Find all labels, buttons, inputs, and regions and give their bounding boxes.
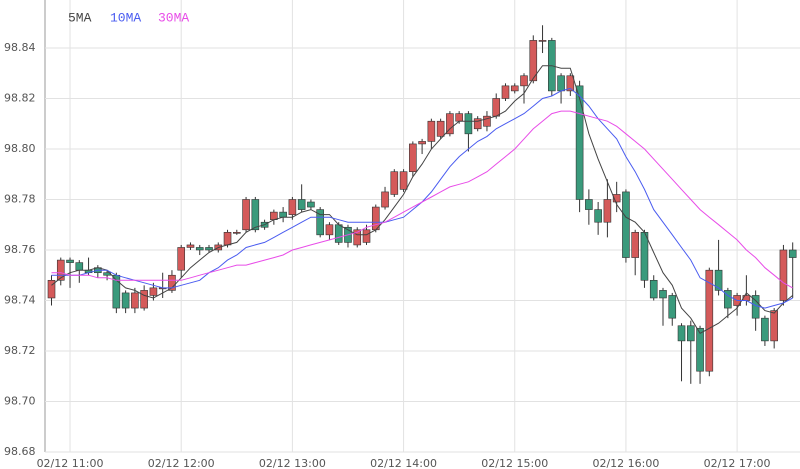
candle-body [131,292,139,309]
candle-body [390,171,399,195]
candle-body [75,262,84,271]
y-tick-label: 98.84 [4,41,36,54]
candle-body [557,75,565,92]
x-tick-label: 02/12 17:00 [704,457,771,469]
candle-body [427,120,436,142]
y-tick-label: 98.68 [4,445,36,458]
x-tick-label: 02/12 11:00 [37,457,104,469]
y-tick-label: 98.78 [4,192,36,205]
legend-entry: 5MA [68,10,92,25]
ma-line [51,65,794,334]
candle-body [483,115,491,127]
candle-body [585,199,593,210]
candle-body [649,279,658,299]
candle-body [223,232,232,246]
x-tick-label: 02/12 13:00 [259,457,326,469]
ma-line [51,110,793,289]
legend-entry: 30MA [158,10,189,25]
candle-body [538,40,547,42]
candle-body [56,259,65,281]
candle-body [168,274,176,291]
candle-body [362,229,371,243]
candle-body [761,317,769,342]
candle-body [195,247,204,251]
candle-body [297,199,306,210]
candle-body [714,269,723,291]
candle-body [770,310,778,342]
candle-body [66,259,74,263]
candle-body [409,143,417,173]
candle-body [177,247,186,271]
candle-body [436,120,445,137]
candle-body [659,290,667,299]
x-tick-label: 02/12 15:00 [481,457,548,469]
grid [45,0,800,453]
candle-body [724,290,732,309]
candle-body [242,199,250,231]
candle-body [631,232,639,258]
candle-body [686,325,695,342]
y-tick-label: 98.74 [4,293,36,306]
x-tick-label: 02/12 12:00 [148,457,215,469]
candle-body [121,292,130,309]
candle-body [473,118,482,130]
candle-body [788,249,797,258]
candle-body [705,269,714,372]
candle-body [668,295,677,319]
candle-body [251,199,260,231]
candle-body [696,327,704,372]
candle-body [353,229,362,246]
candle-body [233,232,241,234]
legend-entry: 10MA [110,10,141,25]
candle-body [492,98,501,117]
candle-body [603,199,612,223]
candle-body [418,141,426,145]
candle-body [455,113,463,122]
candle-body [446,113,454,135]
candle-body [640,232,649,281]
candle-body [529,40,538,82]
candle-body [575,85,584,200]
candle-body [779,249,788,301]
candle-body [520,75,528,87]
candle-body [510,85,519,92]
y-tick-label: 98.80 [4,142,36,155]
y-tick-label: 98.72 [4,344,36,357]
x-tick-label: 02/12 14:00 [370,457,437,469]
candle-body [316,209,324,236]
candle-body [677,325,686,342]
candle-body [149,287,158,296]
candle-body [371,206,380,231]
candle-body [140,290,148,309]
candle-body [279,211,287,218]
candle-body [622,191,630,258]
candle-body [205,247,213,251]
candle-body [566,75,575,92]
candle-body [186,244,195,248]
candle-body [612,194,621,203]
y-tick-label: 98.82 [4,91,36,104]
candle-body [399,171,408,190]
candle-body [47,279,56,299]
candle-body [288,199,297,215]
candle-body [501,85,510,99]
candle-body [325,224,334,236]
y-tick-label: 98.76 [4,243,36,256]
y-tick-label: 98.70 [4,394,36,407]
x-tick-label: 02/12 16:00 [592,457,659,469]
candle-body [594,209,602,223]
candle-body [307,201,315,208]
candle-body [464,113,473,135]
candle-body [381,191,389,208]
candle-body [334,224,343,243]
